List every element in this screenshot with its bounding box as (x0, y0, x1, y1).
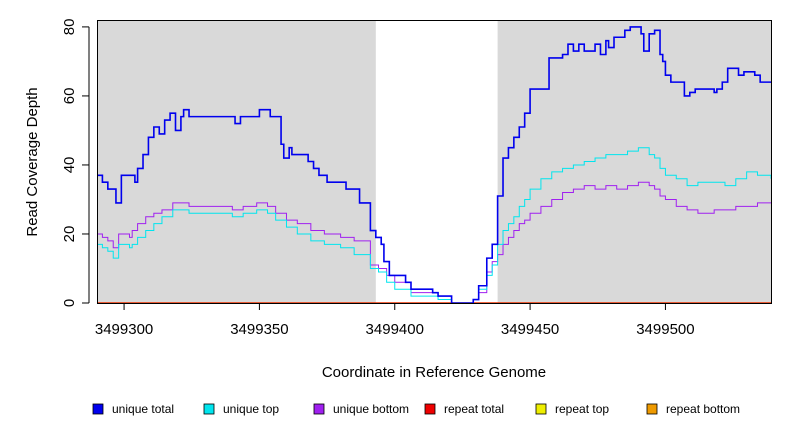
legend-swatch (313, 403, 325, 415)
legend-item-repeat-total: repeat total (424, 402, 504, 416)
series-unique-total (97, 26, 771, 304)
legend-item-unique-bottom: unique bottom (313, 402, 409, 416)
x-tick-label: 3499400 (366, 321, 424, 338)
x-tick-label: 3499450 (501, 321, 559, 338)
legend-item-unique-top: unique top (203, 402, 279, 416)
legend-label: repeat bottom (666, 402, 740, 416)
legend-swatch (424, 403, 436, 415)
legend-label: unique top (223, 402, 279, 416)
legend-label: repeat total (444, 402, 504, 416)
legend-swatch (92, 403, 104, 415)
x-tick-label: 3499500 (636, 321, 694, 338)
x-axis-title: Coordinate in Reference Genome (322, 364, 546, 381)
legend-item-repeat-top: repeat top (535, 402, 609, 416)
legend-item-repeat-bottom: repeat bottom (646, 402, 740, 416)
legend-swatch (203, 403, 215, 415)
y-axis-title: Read Coverage Depth (24, 87, 41, 236)
y-tick-label: 40 (61, 157, 78, 174)
legend-swatch (646, 403, 658, 415)
legend-swatch (535, 403, 547, 415)
y-tick-label: 0 (61, 299, 78, 307)
shaded-region-2 (497, 20, 771, 303)
legend-label: unique bottom (333, 402, 409, 416)
plot-frame (97, 20, 772, 304)
x-tick-label: 3499350 (230, 321, 288, 338)
legend-item-unique-total: unique total (92, 402, 174, 416)
legend-label: unique total (112, 402, 174, 416)
shaded-region-1 (97, 20, 376, 303)
x-tick-label: 3499300 (95, 321, 153, 338)
y-tick-label: 80 (61, 19, 78, 36)
y-tick-label: 20 (61, 226, 78, 243)
legend-label: repeat top (555, 402, 609, 416)
y-tick-label: 60 (61, 88, 78, 105)
